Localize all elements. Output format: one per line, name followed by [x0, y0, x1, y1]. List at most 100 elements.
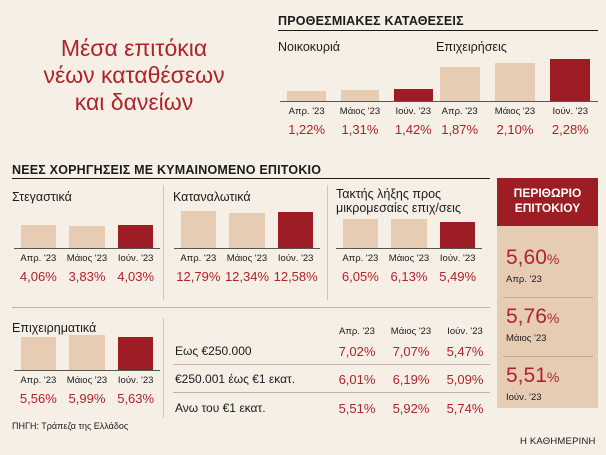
x-tick-label: Ιούν. '23: [117, 253, 154, 264]
margin-value: 5,60%: [506, 246, 594, 270]
title-line: Μέσα επιτόκια: [60, 35, 208, 61]
bar: [439, 66, 480, 101]
chart-baseline: [432, 101, 598, 102]
table-column-header: Ιούν. '23: [447, 326, 483, 337]
x-tick-label: Μάιος '23: [339, 106, 381, 117]
table-row-divider: [173, 392, 490, 393]
data-label: 6,13%: [390, 269, 428, 284]
chart-title-line: μικρομεσαίες επιχ/σεις: [336, 201, 461, 215]
separator: [163, 185, 164, 300]
margin-title-line: ΠΕΡΙΘΩΡΙΟ: [513, 186, 582, 200]
data-label: 1,31%: [341, 122, 379, 137]
bar: [20, 337, 56, 370]
table-row-divider: [173, 364, 490, 365]
bar: [440, 221, 476, 248]
table-cell: 7,02%: [338, 344, 376, 359]
bar: [550, 59, 591, 101]
margin-value: 5,76%: [506, 305, 594, 329]
x-tick-label: Μάιος '23: [66, 253, 108, 264]
x-tick-label: Απρ. '23: [288, 106, 325, 117]
chart-baseline: [14, 248, 160, 249]
table-cell: 5,74%: [446, 401, 484, 416]
margin-divider: [503, 297, 593, 298]
table-column-header: Απρ. '23: [339, 326, 375, 337]
margin-number: 5,51: [506, 364, 547, 387]
deposits-header: ΠΡΟΘΕΣΜΙΑΚΕΣ ΚΑΤΑΘΕΣΕΙΣ: [278, 14, 464, 28]
table-cell: 5,51%: [338, 401, 376, 416]
x-tick-label: Μάιος '23: [388, 253, 430, 264]
margin-period: Μάιος '23: [506, 333, 547, 344]
bar: [20, 224, 56, 248]
chart-baseline: [14, 370, 160, 371]
x-tick-label: Απρ. '23: [20, 375, 57, 386]
table-cell: 5,09%: [446, 372, 484, 387]
chart-baseline: [174, 248, 320, 249]
loans-header: ΝΕΕΣ ΧΟΡΗΓΗΣΕΙΣ ΜΕ ΚΥΜΑΙΝΟΜΕΝΟ ΕΠΙΤΟΚΙΟ: [12, 163, 322, 177]
bar: [118, 224, 154, 248]
x-tick-label: Ιούν. '23: [395, 106, 432, 117]
percent-sign: %: [546, 310, 560, 326]
x-tick-label: Ιούν. '23: [552, 106, 589, 117]
table-column-header: Μάιος '23: [390, 326, 432, 337]
chart-title: Επιχειρηματικά: [12, 321, 97, 335]
bar: [229, 212, 265, 248]
bar: [180, 211, 216, 248]
margin-title-line: ΕΠΙΤΟΚΙΟΥ: [514, 201, 581, 215]
data-label: 12,58%: [273, 269, 318, 284]
table-cell: 5,47%: [446, 344, 484, 359]
bar: [69, 334, 105, 370]
bar: [342, 218, 378, 248]
bar: [69, 225, 105, 248]
bar: [495, 62, 535, 101]
margin-period: Απρ. '23: [506, 274, 542, 285]
margin-divider: [503, 356, 593, 357]
x-tick-label: Απρ. '23: [180, 253, 217, 264]
bar: [118, 337, 154, 370]
x-tick-label: Μάιος '23: [494, 106, 536, 117]
table-cell: 5,92%: [392, 401, 430, 416]
margin-panel-header: ΠΕΡΙΘΩΡΙΟ ΕΠΙΤΟΚΙΟΥ: [497, 178, 598, 226]
data-label: 2,28%: [551, 122, 589, 137]
chart-baseline: [336, 248, 482, 249]
data-label: 6,05%: [341, 269, 379, 284]
x-tick-label: Ιούν. '23: [439, 253, 476, 264]
table-row-label: Ανω του €1 εκατ.: [175, 401, 266, 415]
x-tick-label: Μάιος '23: [66, 375, 108, 386]
chart-title-line: Τακτής λήξης προς: [336, 187, 442, 201]
chart-title: Επιχειρήσεις: [436, 40, 507, 54]
table-row-label: Εως €250.000: [175, 344, 252, 358]
bar: [394, 89, 433, 101]
page-title: Μέσα επιτόκια νέων καταθέσεων και δανείω…: [18, 35, 250, 116]
x-tick-label: Απρ. '23: [342, 253, 379, 264]
data-label: 5,56%: [19, 391, 57, 406]
table-cell: 6,01%: [338, 372, 376, 387]
data-label: 12,79%: [176, 269, 221, 284]
data-label: 5,49%: [439, 269, 477, 284]
title-line: νέων καταθέσεων: [43, 62, 225, 88]
separator: [327, 185, 328, 300]
bar: [278, 212, 314, 248]
data-label: 4,03%: [117, 269, 155, 284]
x-tick-label: Ιούν. '23: [277, 253, 314, 264]
bar: [391, 218, 427, 248]
margin-number: 5,76: [506, 305, 547, 328]
x-tick-label: Απρ. '23: [20, 253, 57, 264]
data-label: 12,34%: [224, 269, 270, 284]
data-label: 5,63%: [117, 391, 155, 406]
data-label: 5,99%: [68, 391, 106, 406]
chart-title: Στεγαστικά: [12, 190, 72, 204]
data-label: 2,10%: [496, 122, 534, 137]
section-divider: [12, 307, 490, 308]
x-tick-label: Ιούν. '23: [117, 375, 154, 386]
table-row-label: €250.001 έως €1 εκατ.: [175, 372, 296, 386]
table-cell: 6,19%: [392, 372, 430, 387]
data-label: 3,83%: [68, 269, 106, 284]
data-label: 4,06%: [19, 269, 57, 284]
percent-sign: %: [546, 369, 560, 385]
separator: [163, 318, 164, 418]
chart-title: Νοικοκυριά: [278, 40, 341, 54]
bar: [340, 90, 380, 101]
margin-number: 5,60: [506, 246, 547, 269]
x-tick-label: Μάιος '23: [226, 253, 268, 264]
title-line: και δανείων: [74, 89, 194, 115]
